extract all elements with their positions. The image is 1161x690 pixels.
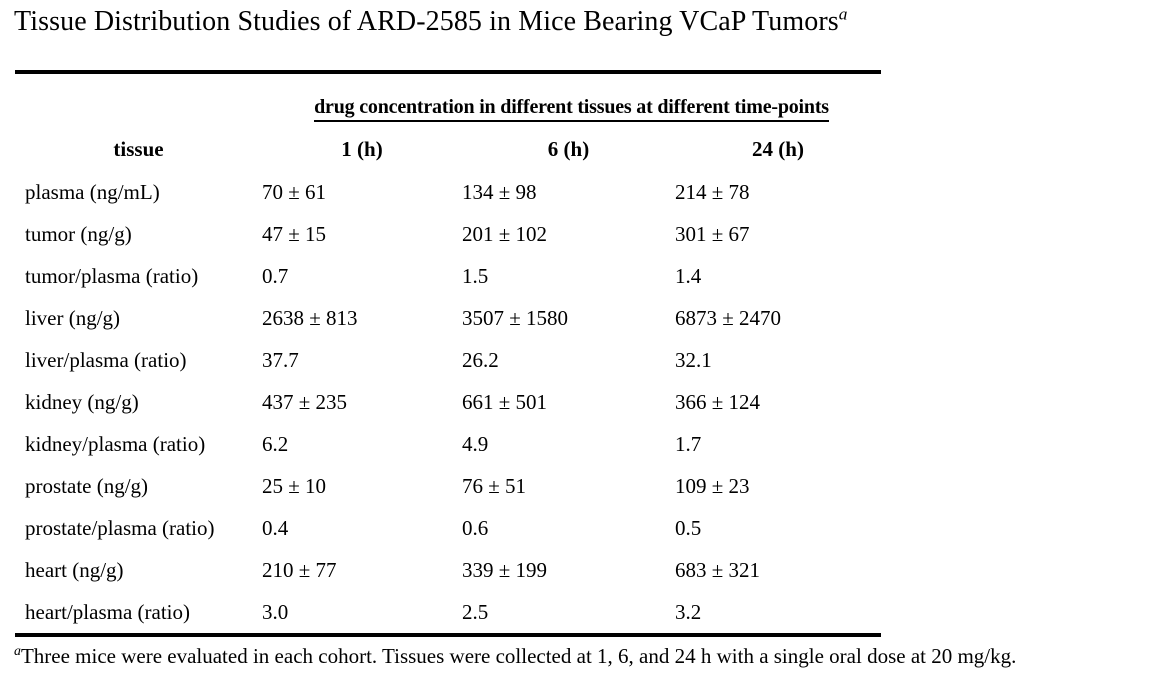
value-24h: 109 ± 23 bbox=[675, 473, 750, 498]
tissue-label: liver/plasma (ratio) bbox=[25, 347, 187, 372]
footnote-marker: a bbox=[14, 643, 21, 658]
value-24h: 683 ± 321 bbox=[675, 557, 761, 582]
value-6h: 26.2 bbox=[462, 347, 499, 372]
table-row-kidney: kidney (ng/g) 437 ± 235 661 ± 501 366 ± … bbox=[15, 381, 881, 423]
tissue-label: tumor (ng/g) bbox=[25, 221, 132, 246]
value-6h: 661 ± 501 bbox=[462, 389, 548, 414]
value-1h: 3.0 bbox=[262, 599, 289, 624]
tissue-label: kidney/plasma (ratio) bbox=[25, 431, 206, 456]
title-footnote-marker: a bbox=[838, 4, 848, 24]
table-row-prostate-plasma-ratio: prostate/plasma (ratio) 0.4 0.6 0.5 bbox=[15, 507, 881, 549]
tissue-label: liver (ng/g) bbox=[25, 305, 121, 330]
tissue-label: heart (ng/g) bbox=[25, 557, 124, 582]
tissue-label: prostate/plasma (ratio) bbox=[25, 515, 215, 540]
value-6h: 201 ± 102 bbox=[462, 221, 548, 246]
value-24h: 6873 ± 2470 bbox=[675, 305, 782, 330]
value-1h: 47 ± 15 bbox=[262, 221, 327, 246]
value-6h: 339 ± 199 bbox=[462, 557, 548, 582]
value-24h: 1.4 bbox=[675, 263, 702, 288]
table-title-text: Tissue Distribution Studies of ARD-2585 … bbox=[14, 6, 839, 37]
column-header-24h: 24 (h) bbox=[752, 136, 804, 161]
table-row-tumor: tumor (ng/g) 47 ± 15 201 ± 102 301 ± 67 bbox=[15, 213, 881, 255]
value-1h: 0.7 bbox=[262, 263, 289, 288]
table-title: Tissue Distribution Studies of ARD-2585 … bbox=[14, 4, 848, 38]
value-24h: 366 ± 124 bbox=[675, 389, 761, 414]
tissue-label: plasma (ng/mL) bbox=[25, 179, 160, 204]
table-row-plasma: plasma (ng/mL) 70 ± 61 134 ± 98 214 ± 78 bbox=[15, 171, 881, 213]
value-1h: 210 ± 77 bbox=[262, 557, 337, 582]
table-row-heart: heart (ng/g) 210 ± 77 339 ± 199 683 ± 32… bbox=[15, 549, 881, 591]
value-24h: 3.2 bbox=[675, 599, 702, 624]
tissue-label: prostate (ng/g) bbox=[25, 473, 149, 498]
tissue-label: heart/plasma (ratio) bbox=[25, 599, 191, 624]
value-6h: 76 ± 51 bbox=[462, 473, 527, 498]
value-24h: 0.5 bbox=[675, 515, 702, 540]
value-1h: 25 ± 10 bbox=[262, 473, 327, 498]
span-header-row: drug concentration in different tissues … bbox=[15, 72, 881, 127]
value-6h: 4.9 bbox=[462, 431, 489, 456]
tissue-distribution-table: drug concentration in different tissues … bbox=[15, 70, 882, 637]
value-24h: 32.1 bbox=[675, 347, 712, 372]
value-24h: 214 ± 78 bbox=[675, 179, 750, 204]
column-header-row: tissue 1 (h) 6 (h) 24 (h) bbox=[15, 127, 881, 171]
value-6h: 2.5 bbox=[462, 599, 489, 624]
table-row-heart-plasma-ratio: heart/plasma (ratio) 3.0 2.5 3.2 bbox=[15, 591, 881, 635]
tissue-label: kidney (ng/g) bbox=[25, 389, 139, 414]
value-6h: 134 ± 98 bbox=[462, 179, 537, 204]
table-row-liver-plasma-ratio: liver/plasma (ratio) 37.7 26.2 32.1 bbox=[15, 339, 881, 381]
column-header-1h: 1 (h) bbox=[341, 136, 383, 161]
column-header-tissue: tissue bbox=[113, 136, 164, 161]
value-1h: 0.4 bbox=[262, 515, 289, 540]
table-row-liver: liver (ng/g) 2638 ± 813 3507 ± 1580 6873… bbox=[15, 297, 881, 339]
value-1h: 6.2 bbox=[262, 431, 289, 456]
table-footnote: aThree mice were evaluated in each cohor… bbox=[14, 644, 1144, 669]
value-6h: 3507 ± 1580 bbox=[462, 305, 569, 330]
span-header-spacer bbox=[15, 72, 262, 127]
value-6h: 1.5 bbox=[462, 263, 489, 288]
value-6h: 0.6 bbox=[462, 515, 489, 540]
value-1h: 37.7 bbox=[262, 347, 299, 372]
value-1h: 437 ± 235 bbox=[262, 389, 348, 414]
table-row-tumor-plasma-ratio: tumor/plasma (ratio) 0.7 1.5 1.4 bbox=[15, 255, 881, 297]
footnote-text: Three mice were evaluated in each cohort… bbox=[20, 644, 1017, 668]
value-1h: 70 ± 61 bbox=[262, 179, 327, 204]
span-header-cell: drug concentration in different tissues … bbox=[262, 72, 881, 127]
table-row-prostate: prostate (ng/g) 25 ± 10 76 ± 51 109 ± 23 bbox=[15, 465, 881, 507]
column-header-6h: 6 (h) bbox=[547, 136, 590, 161]
value-1h: 2638 ± 813 bbox=[262, 305, 358, 330]
value-24h: 301 ± 67 bbox=[675, 221, 750, 246]
value-24h: 1.7 bbox=[675, 431, 702, 456]
span-header-label: drug concentration in different tissues … bbox=[314, 96, 829, 122]
tissue-label: tumor/plasma (ratio) bbox=[25, 263, 199, 288]
table-row-kidney-plasma-ratio: kidney/plasma (ratio) 6.2 4.9 1.7 bbox=[15, 423, 881, 465]
